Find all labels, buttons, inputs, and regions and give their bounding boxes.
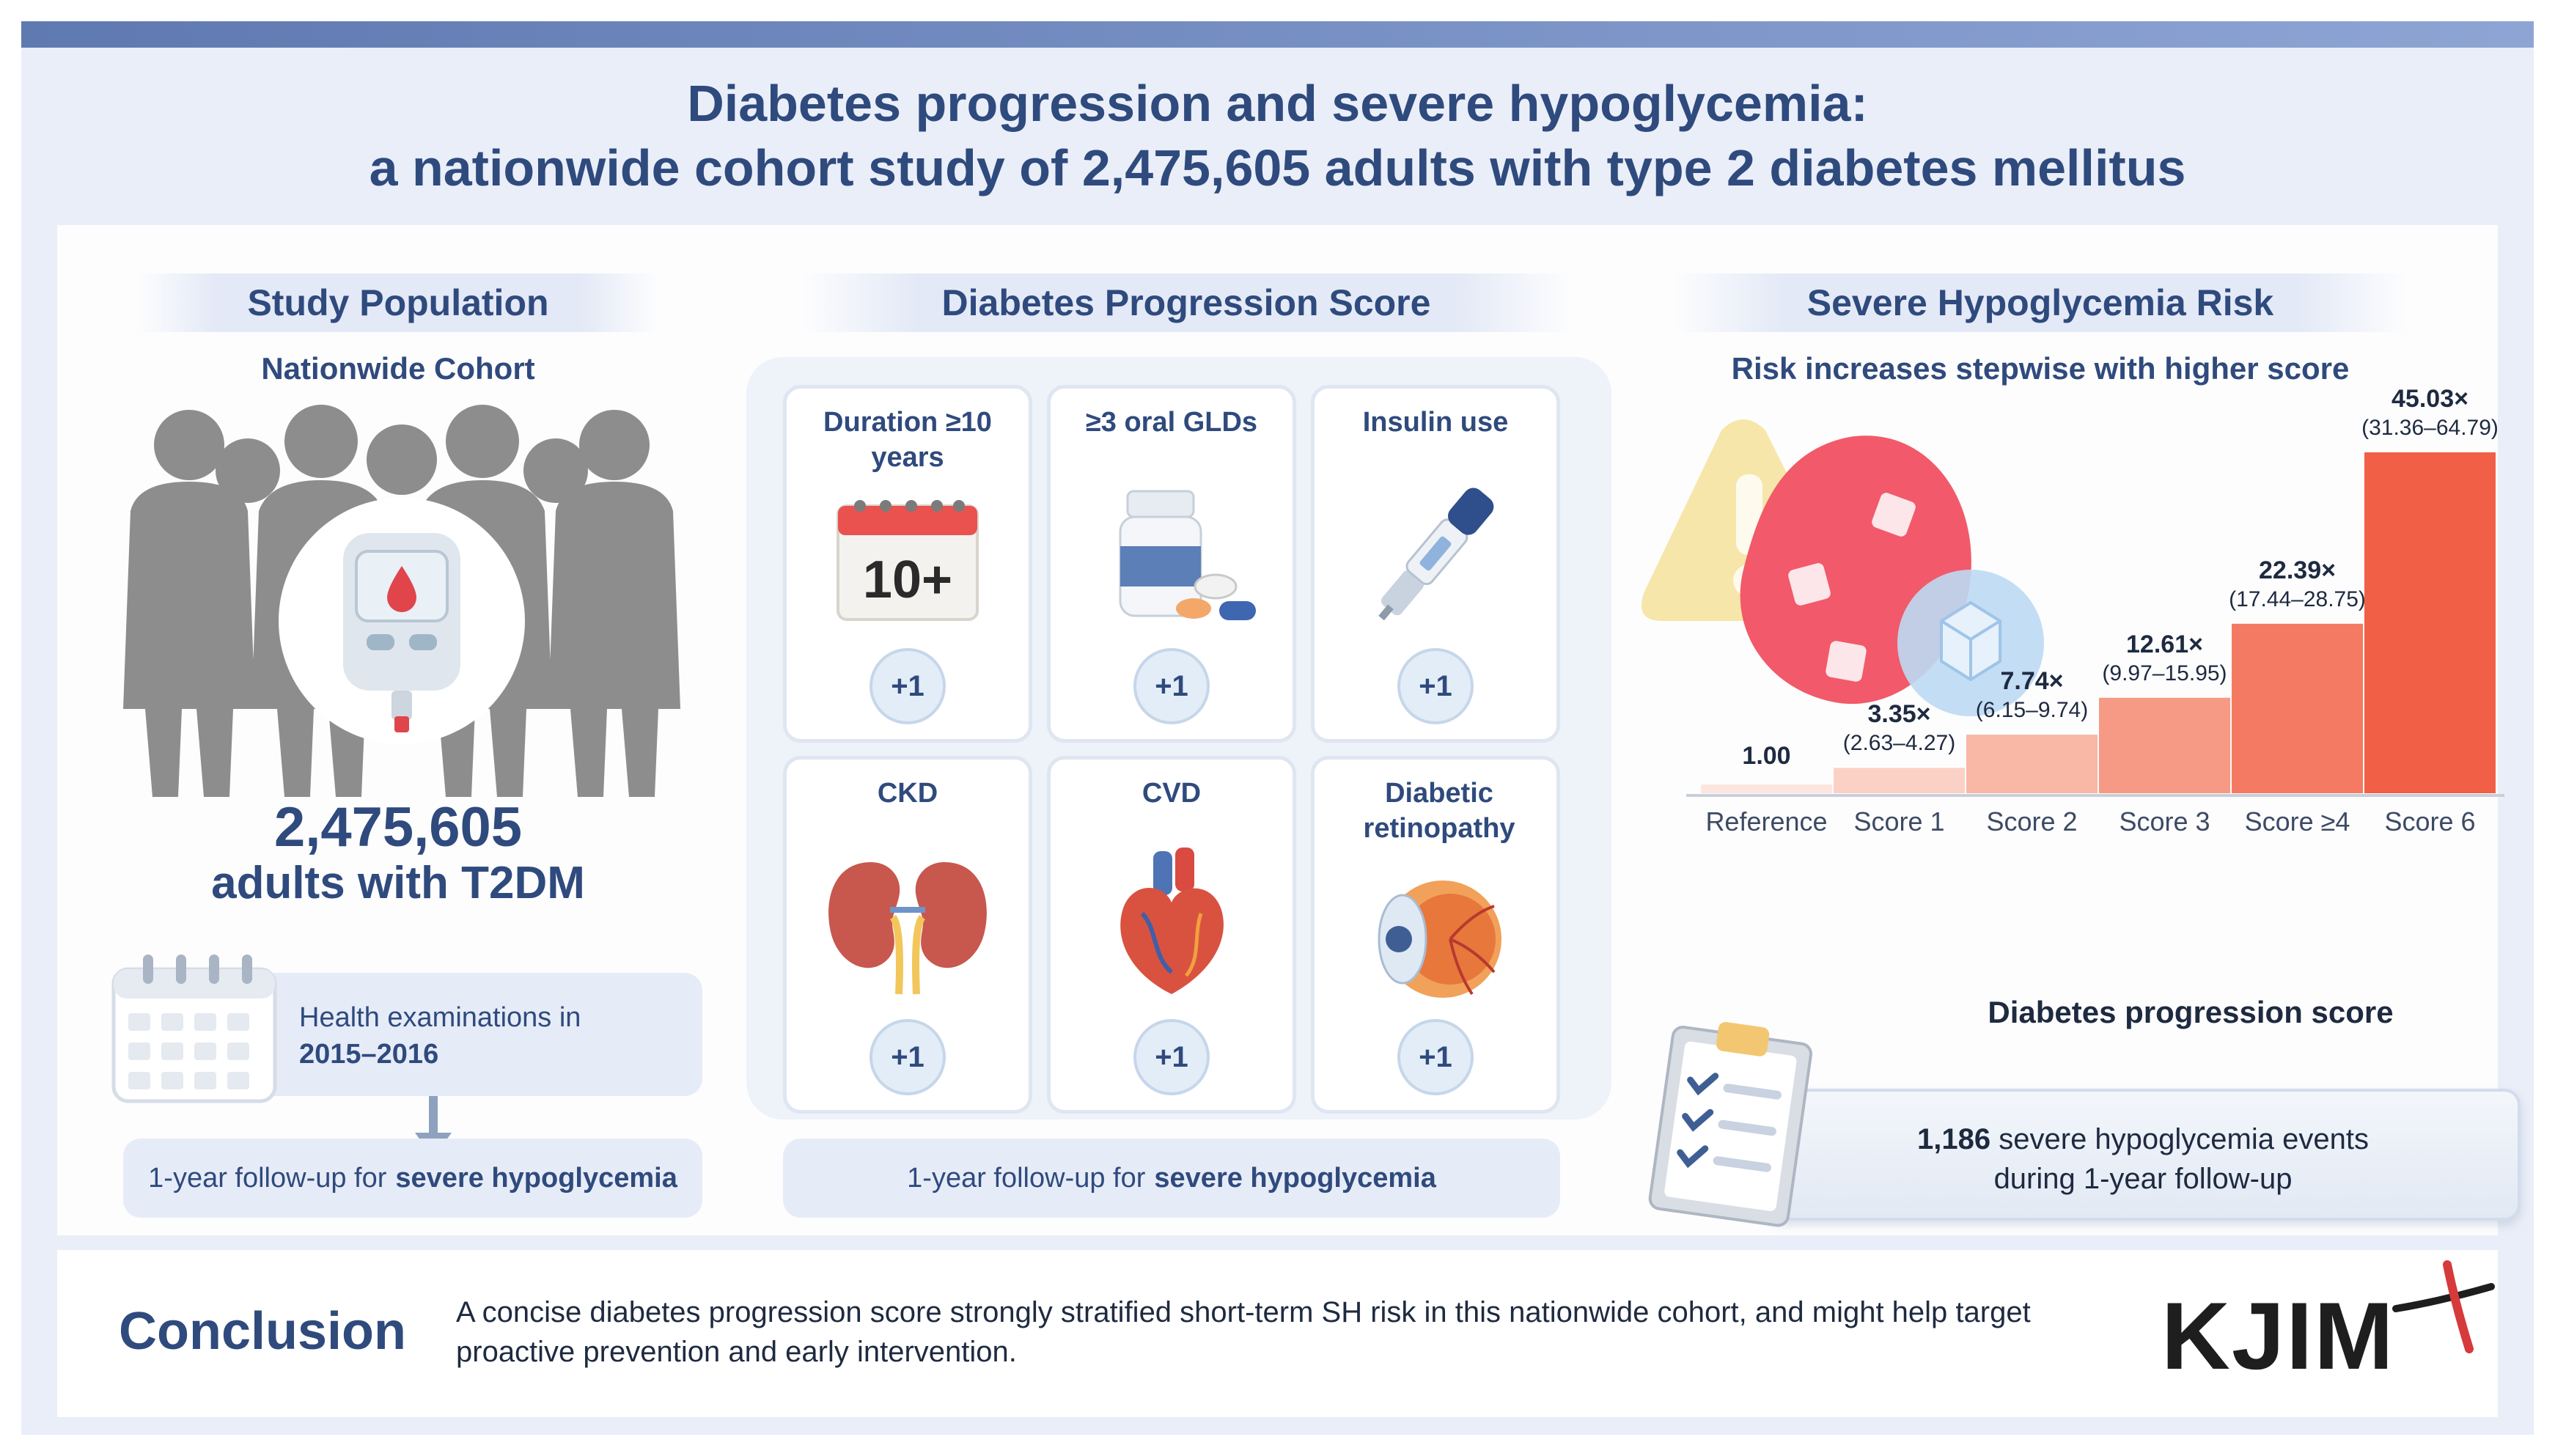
risk-bar-label-3: Score 3 bbox=[2119, 806, 2210, 837]
risk-bar-value-3: 12.61× bbox=[2126, 630, 2203, 658]
population-followup-box: 1-year follow-up for severe hypoglycemia bbox=[123, 1139, 702, 1218]
main-title: Diabetes progression and severe hypoglyc… bbox=[21, 71, 2534, 200]
risk-bar-label-1: Score 1 bbox=[1853, 806, 1945, 837]
events-count: 1,186 bbox=[1917, 1123, 1991, 1155]
nationwide-cohort-label: Nationwide Cohort bbox=[261, 351, 535, 386]
component-label-oral-glds: ≥3 oral GLDs bbox=[1085, 407, 1258, 438]
risk-bar-ci-2: (6.15–9.74) bbox=[1975, 698, 2089, 723]
risk-bar-value-5: 45.03× bbox=[2392, 385, 2468, 413]
chart-x-axis-label: Diabetes progression score bbox=[1988, 995, 2394, 1029]
risk-bar-label-2: Score 2 bbox=[1986, 806, 2078, 837]
risk-bar-1 bbox=[1834, 768, 1965, 793]
component-card-cvd: CVD +1 bbox=[1047, 756, 1296, 1114]
component-points-oral-glds: +1 bbox=[1133, 648, 1210, 724]
risk-bar-chart bbox=[1686, 452, 2504, 797]
risk-bar-value-4: 22.39× bbox=[2259, 556, 2336, 584]
risk-bar-ci-5: (31.36–64.79) bbox=[2361, 416, 2499, 440]
component-points-retinopathy: +1 bbox=[1397, 1019, 1474, 1095]
health-exam-box: Health examinations in 2015–2016 bbox=[218, 973, 702, 1096]
conclusion-text: A concise diabetes progression score str… bbox=[456, 1296, 2031, 1368]
calendar-10-icon: 10+ bbox=[837, 500, 979, 621]
component-card-insulin: Insulin use +1 bbox=[1311, 385, 1560, 743]
risk-subheader: Risk increases stepwise with higher scor… bbox=[1731, 351, 2350, 386]
risk-bar-5 bbox=[2364, 452, 2496, 793]
risk-bar-2 bbox=[1966, 735, 2098, 793]
conclusion-label: Conclusion bbox=[119, 1302, 406, 1361]
risk-bar-3 bbox=[2099, 697, 2230, 793]
people-silhouettes-icon bbox=[123, 405, 680, 797]
risk-bar-ci-3: (9.97–15.95) bbox=[2102, 661, 2227, 685]
hypoglycemia-risk-header: Severe Hypoglycemia Risk bbox=[1674, 273, 2407, 332]
risk-bar-value-2: 7.74× bbox=[2000, 667, 2064, 696]
main-panel: Study Population Nationwide Cohort bbox=[57, 225, 2521, 1235]
component-label-retinopathy: Diabetic retinopathy bbox=[1363, 778, 1515, 844]
kidneys-icon bbox=[828, 862, 987, 995]
kjim-logo-mark-icon bbox=[2392, 1260, 2495, 1353]
events-text-2: during 1-year follow-up bbox=[1993, 1163, 2293, 1195]
population-followup-prefix: 1-year follow-up for bbox=[148, 1162, 387, 1194]
title-line-2: a nationwide cohort study of 2,475,605 a… bbox=[369, 139, 2186, 196]
risk-bar-ci-1: (2.63–4.27) bbox=[1842, 731, 1956, 756]
component-card-ckd: CKD +1 bbox=[783, 756, 1032, 1114]
component-label-ckd: CKD bbox=[877, 778, 938, 809]
score-followup-box: 1-year follow-up for severe hypoglycemia bbox=[783, 1139, 1560, 1218]
study-population-header: Study Population bbox=[138, 273, 658, 332]
pills-icon bbox=[1119, 490, 1256, 620]
score-followup-bold: severe hypoglycemia bbox=[1154, 1162, 1436, 1194]
insulin-pen-icon bbox=[1378, 488, 1494, 621]
component-points-ckd: +1 bbox=[870, 1019, 946, 1095]
component-points-insulin: +1 bbox=[1397, 648, 1474, 724]
component-points-cvd: +1 bbox=[1133, 1019, 1210, 1095]
calendar-badge-text: 10+ bbox=[863, 551, 952, 609]
risk-bar-label-5: Score 6 bbox=[2384, 806, 2476, 837]
component-card-duration: Duration ≥10 years 10+ +1 bbox=[783, 385, 1032, 743]
population-followup-bold: severe hypoglycemia bbox=[395, 1162, 677, 1194]
risk-bar-value-0: 1.00 bbox=[1742, 742, 1791, 770]
events-box: 1,186 severe hypoglycemia events during … bbox=[1765, 1089, 2521, 1221]
population-count-label: adults with T2DM bbox=[211, 858, 585, 908]
health-exam-years: 2015–2016 bbox=[299, 1039, 439, 1070]
eye-icon bbox=[1378, 880, 1501, 998]
score-followup-prefix: 1-year follow-up for bbox=[907, 1162, 1146, 1194]
component-label-duration: Duration ≥10 years bbox=[823, 407, 992, 473]
component-card-retinopathy: Diabetic retinopathy +1 bbox=[1311, 756, 1560, 1114]
top-accent-bar bbox=[21, 21, 2534, 48]
risk-bar-4 bbox=[2232, 623, 2363, 793]
kjim-logo-text: KJIM bbox=[2161, 1282, 2395, 1389]
component-label-insulin: Insulin use bbox=[1362, 407, 1509, 438]
hypoglycemia-illustration-icon bbox=[1641, 419, 2044, 716]
progression-score-header: Diabetes Progression Score bbox=[801, 273, 1571, 332]
component-points-duration: +1 bbox=[870, 648, 946, 724]
component-label-cvd: CVD bbox=[1142, 778, 1202, 809]
health-exam-text: Health examinations in bbox=[299, 1002, 581, 1033]
risk-bar-0 bbox=[1701, 784, 1832, 793]
heart-icon bbox=[1120, 848, 1224, 994]
risk-bar-value-1: 3.35× bbox=[1867, 700, 1931, 729]
risk-bar-ci-4: (17.44–28.75) bbox=[2229, 587, 2366, 611]
risk-bar-label-0: Reference bbox=[1705, 806, 1828, 837]
population-count: 2,475,605 bbox=[273, 796, 523, 858]
events-text: severe hypoglycemia events bbox=[1999, 1123, 2369, 1155]
component-card-oral-glds: ≥3 oral GLDs +1 bbox=[1047, 385, 1296, 743]
conclusion-panel: Conclusion A concise diabetes progressio… bbox=[57, 1250, 2498, 1417]
infographic-frame: Diabetes progression and severe hypoglyc… bbox=[21, 21, 2534, 1435]
risk-bar-label-4: Score ≥4 bbox=[2244, 806, 2350, 837]
calendar-icon bbox=[111, 955, 277, 1103]
clipboard-checklist-icon bbox=[1648, 1022, 1813, 1227]
title-line-1: Diabetes progression and severe hypoglyc… bbox=[687, 75, 1868, 132]
